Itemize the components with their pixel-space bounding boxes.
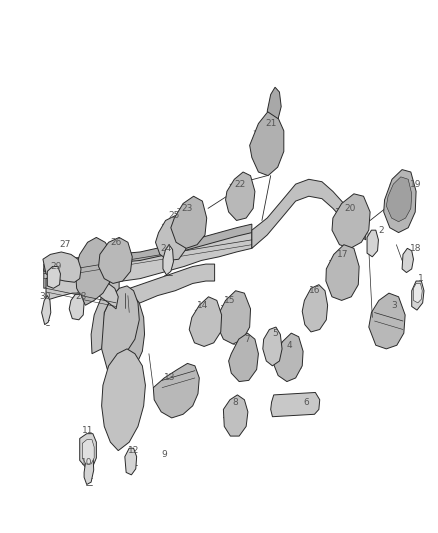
Polygon shape: [332, 194, 370, 248]
Text: 3: 3: [391, 301, 397, 310]
Polygon shape: [412, 281, 424, 310]
Polygon shape: [91, 276, 119, 354]
Polygon shape: [217, 290, 251, 344]
Text: 24: 24: [161, 244, 172, 253]
Polygon shape: [80, 434, 96, 467]
Polygon shape: [384, 169, 416, 232]
Text: 14: 14: [197, 301, 208, 310]
Polygon shape: [189, 297, 222, 346]
Polygon shape: [46, 276, 118, 309]
Text: 8: 8: [233, 398, 239, 407]
Polygon shape: [226, 172, 255, 221]
Polygon shape: [101, 286, 139, 369]
Text: 10: 10: [81, 458, 92, 467]
Polygon shape: [155, 216, 187, 261]
Polygon shape: [267, 87, 281, 119]
Polygon shape: [369, 293, 405, 349]
Polygon shape: [99, 237, 132, 284]
Text: 15: 15: [224, 296, 236, 305]
Text: 26: 26: [110, 238, 122, 247]
Polygon shape: [44, 224, 252, 271]
Polygon shape: [386, 177, 412, 222]
Text: 9: 9: [161, 450, 167, 459]
Text: 22: 22: [234, 180, 246, 189]
Text: 4: 4: [286, 341, 292, 350]
Text: 11: 11: [82, 425, 93, 434]
Polygon shape: [153, 364, 199, 418]
Polygon shape: [250, 111, 284, 176]
Polygon shape: [367, 230, 378, 257]
Text: 7: 7: [244, 335, 251, 344]
Polygon shape: [102, 349, 145, 450]
Polygon shape: [263, 327, 282, 366]
Text: 18: 18: [410, 244, 421, 253]
Text: 25: 25: [169, 211, 180, 220]
Polygon shape: [69, 294, 84, 320]
Polygon shape: [273, 333, 303, 382]
Polygon shape: [252, 179, 366, 248]
Polygon shape: [171, 196, 207, 248]
Text: 13: 13: [164, 374, 176, 383]
Text: 19: 19: [410, 180, 421, 189]
Polygon shape: [229, 333, 258, 382]
Polygon shape: [82, 440, 94, 464]
Polygon shape: [116, 290, 145, 373]
Text: 1: 1: [417, 274, 424, 283]
Polygon shape: [44, 230, 252, 288]
Text: 6: 6: [304, 398, 310, 407]
Polygon shape: [123, 264, 215, 309]
Polygon shape: [125, 448, 137, 475]
Text: 2: 2: [378, 225, 384, 235]
Text: 29: 29: [50, 262, 62, 271]
Text: 30: 30: [39, 292, 50, 301]
Text: 17: 17: [337, 250, 348, 259]
Polygon shape: [43, 252, 81, 282]
Polygon shape: [42, 296, 51, 325]
Text: 21: 21: [265, 119, 276, 128]
Polygon shape: [402, 248, 413, 272]
Polygon shape: [75, 237, 114, 305]
Text: 27: 27: [59, 240, 71, 249]
Text: 16: 16: [309, 286, 320, 295]
Polygon shape: [326, 245, 359, 301]
Text: 5: 5: [272, 329, 278, 337]
Text: 23: 23: [182, 204, 193, 213]
Polygon shape: [47, 266, 60, 288]
Polygon shape: [302, 285, 328, 332]
Text: 20: 20: [345, 204, 356, 213]
Text: 28: 28: [75, 292, 87, 301]
Polygon shape: [223, 395, 248, 436]
Polygon shape: [163, 245, 173, 275]
Polygon shape: [84, 448, 94, 484]
Text: 12: 12: [128, 446, 139, 455]
Polygon shape: [271, 392, 320, 417]
Polygon shape: [413, 284, 422, 303]
